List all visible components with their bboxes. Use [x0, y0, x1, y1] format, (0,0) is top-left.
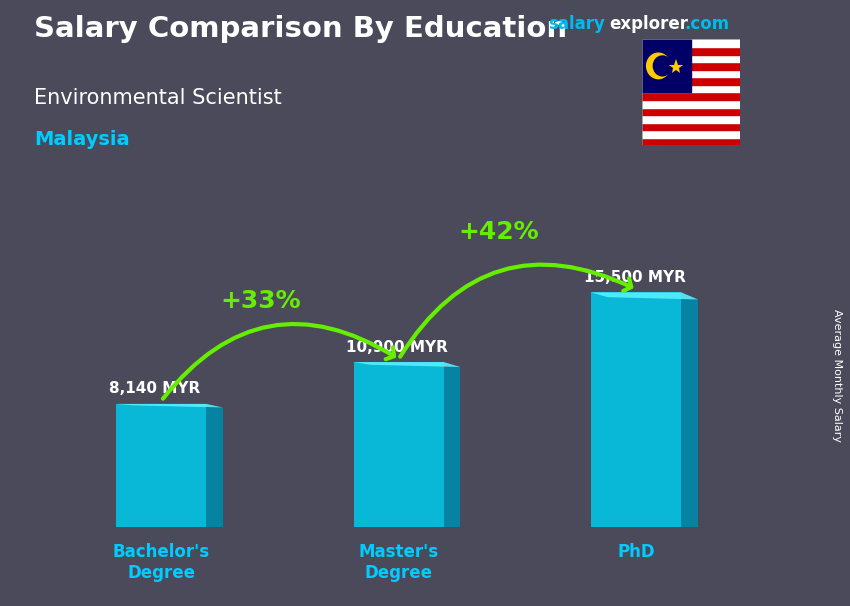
Text: Salary Comparison By Education: Salary Comparison By Education	[34, 15, 567, 43]
Bar	[642, 115, 740, 122]
Text: +33%: +33%	[221, 290, 301, 313]
Bar	[642, 55, 740, 62]
Bar	[642, 62, 740, 70]
Text: 10,900 MYR: 10,900 MYR	[347, 339, 448, 355]
Circle shape	[647, 53, 670, 79]
Bar	[642, 47, 740, 55]
Polygon shape	[354, 362, 461, 367]
Bar	[591, 292, 681, 527]
Polygon shape	[591, 292, 698, 299]
Bar	[642, 100, 740, 108]
Bar	[642, 85, 740, 92]
Text: 15,500 MYR: 15,500 MYR	[584, 270, 686, 285]
Bar	[642, 77, 740, 85]
Bar	[642, 39, 740, 47]
Bar	[642, 130, 740, 138]
Polygon shape	[116, 404, 223, 408]
Text: .com: .com	[684, 15, 729, 33]
Text: Environmental Scientist: Environmental Scientist	[34, 88, 281, 108]
Bar	[207, 408, 223, 527]
Bar	[642, 108, 740, 115]
Bar	[116, 404, 207, 527]
Text: Average Monthly Salary: Average Monthly Salary	[832, 309, 842, 442]
Bar	[642, 39, 690, 92]
Text: explorer: explorer	[609, 15, 688, 33]
Text: +42%: +42%	[458, 220, 539, 244]
Bar	[444, 367, 461, 527]
Circle shape	[654, 56, 672, 76]
Text: 8,140 MYR: 8,140 MYR	[109, 381, 201, 396]
Bar	[642, 92, 740, 100]
Bar	[642, 70, 740, 77]
Bar	[354, 362, 444, 527]
Bar	[642, 138, 740, 145]
Bar	[681, 299, 698, 527]
Text: salary: salary	[548, 15, 605, 33]
Bar	[642, 122, 740, 130]
Text: Malaysia: Malaysia	[34, 130, 129, 149]
